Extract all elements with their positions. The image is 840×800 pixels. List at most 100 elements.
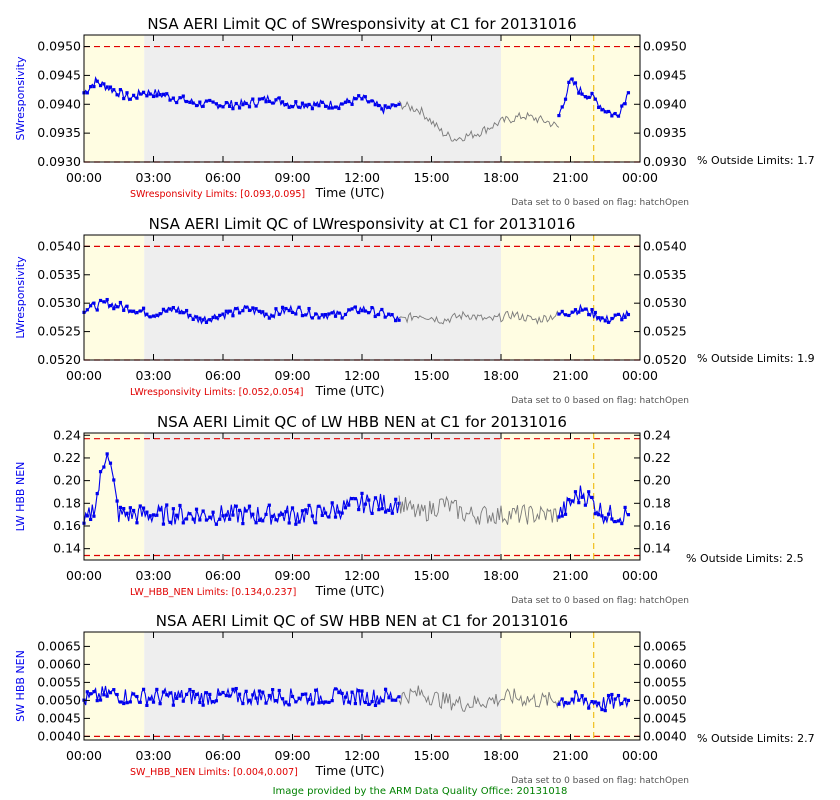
data-point — [208, 98, 212, 103]
data-point — [323, 104, 328, 108]
x-tick-label: 21:00 — [552, 170, 588, 185]
data-point — [102, 300, 106, 304]
data-point — [267, 503, 271, 507]
data-point — [284, 700, 288, 704]
data-point — [148, 92, 152, 96]
x-axis-label: Time (UTC) — [314, 185, 384, 200]
x-tick-label: 06:00 — [205, 568, 241, 583]
y-tick-label-right: 0.22 — [643, 450, 671, 465]
data-point — [577, 91, 581, 95]
data-point — [360, 689, 364, 693]
data-point — [373, 703, 378, 708]
data-point — [567, 497, 571, 502]
data-point — [135, 96, 139, 100]
pct-outside-label: % Outside Limits: 2.5 — [686, 552, 804, 565]
data-point — [383, 104, 387, 108]
data-point — [98, 298, 103, 303]
data-point — [267, 693, 271, 698]
data-trace-3 — [558, 78, 629, 118]
data-point — [567, 80, 571, 84]
data-point — [158, 93, 162, 97]
data-point — [347, 308, 351, 312]
data-point — [132, 508, 136, 513]
data-point — [590, 91, 594, 96]
data-point — [221, 514, 225, 518]
data-point — [271, 514, 275, 518]
data-point — [224, 513, 228, 517]
data-point — [165, 503, 169, 507]
y-tick-label-right: 0.0540 — [643, 238, 687, 253]
data-point — [118, 700, 123, 704]
data-point — [590, 307, 594, 312]
data-point — [297, 305, 301, 309]
y-tick-label-right: 0.0040 — [643, 728, 687, 743]
data-point — [141, 90, 146, 94]
data-point — [251, 512, 255, 516]
data-point — [234, 504, 238, 508]
data-point — [148, 315, 152, 319]
data-point — [244, 689, 248, 693]
data-point — [208, 318, 212, 322]
data-point — [274, 98, 278, 102]
data-point — [287, 703, 291, 707]
data-point — [560, 105, 564, 109]
data-point — [92, 690, 96, 694]
data-point — [317, 504, 321, 508]
data-point — [297, 696, 301, 700]
data-point — [290, 694, 295, 699]
data-point — [343, 312, 348, 317]
data-point — [234, 101, 238, 106]
data-point — [610, 517, 614, 521]
flagged-trace-2 — [398, 495, 560, 525]
data-point — [241, 309, 245, 313]
y-tick-label-right: 0.0045 — [643, 710, 687, 725]
y-tick-label-right: 0.0950 — [643, 39, 687, 54]
data-point — [587, 490, 591, 494]
x-axis-label: Time (UTC) — [314, 383, 384, 398]
data-point — [340, 691, 344, 696]
data-point — [181, 311, 185, 315]
gray-shade — [144, 35, 501, 162]
data-point — [620, 701, 624, 706]
data-point — [597, 105, 601, 110]
data-point — [98, 698, 103, 702]
data-point — [600, 108, 604, 112]
data-point — [237, 106, 242, 110]
data-point — [264, 701, 268, 705]
data-point — [224, 693, 228, 698]
data-point — [151, 314, 156, 318]
flagged-trace-2 — [398, 100, 560, 142]
data-point — [626, 698, 631, 702]
data-point — [201, 104, 205, 108]
data-point — [310, 316, 314, 320]
data-point — [300, 692, 305, 697]
data-point — [347, 700, 351, 704]
data-point — [563, 512, 568, 516]
data-point — [600, 514, 604, 518]
data-point — [557, 113, 561, 118]
data-trace-3 — [558, 303, 629, 323]
data-point — [284, 510, 288, 514]
flag-note: Data set to 0 based on flag: hatchOpen — [511, 198, 689, 208]
data-point — [340, 102, 344, 106]
qc-panel-2: 0.0520 0.0520 0.0525 0.0525 0.0530 0.0530 0.05… — [14, 215, 815, 406]
data-point — [623, 102, 627, 106]
data-point — [184, 99, 189, 104]
data-point — [593, 97, 597, 101]
data-point — [95, 308, 99, 312]
data-point — [102, 82, 106, 86]
data-point — [231, 107, 235, 111]
data-point — [320, 700, 324, 704]
data-point — [125, 304, 129, 308]
y-tick-label: 0.0065 — [37, 638, 81, 653]
data-point — [191, 317, 195, 321]
data-point — [353, 497, 357, 501]
data-point — [570, 499, 574, 503]
x-tick-label: 21:00 — [552, 568, 588, 583]
data-point — [155, 687, 159, 692]
qc-panel-4: 0.0040 0.0040 0.0045 0.0045 0.0050 0.0050 0.00… — [14, 612, 815, 786]
data-point — [128, 506, 132, 510]
data-point — [603, 319, 607, 323]
data-point — [280, 100, 285, 104]
y-tick-label-right: 0.0930 — [643, 154, 687, 169]
